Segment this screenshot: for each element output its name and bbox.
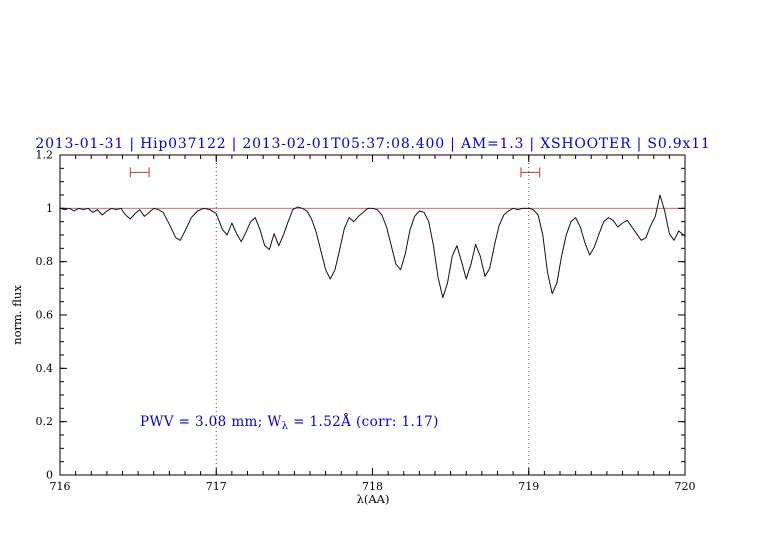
- y-tick-label: 1: [46, 202, 53, 215]
- y-tick-label: 1.2: [36, 149, 54, 162]
- wavelength-range-marker: [129, 167, 150, 178]
- y-tick-label: 0.4: [36, 362, 54, 375]
- range-markers-layer: [129, 167, 541, 178]
- y-tick-label: 0.8: [36, 255, 54, 268]
- axis-ticks-layer: [59, 154, 686, 476]
- pwv-annotation-subscript: λ: [282, 421, 289, 432]
- plot-title: 2013-01-31 | Hip037122 | 2013-02-01T05:3…: [35, 136, 710, 152]
- vertical-gridlines: [215, 155, 530, 475]
- spectrum-line: [59, 194, 686, 299]
- x-axis-label: λ(AA): [357, 492, 390, 506]
- tick-labels-layer: 716 717 718 719 720 0 0.2 0.4 0.6 0.8 1 1.2: [36, 149, 696, 494]
- y-tick-label: 0.6: [36, 309, 54, 322]
- y-tick-label: 0.2: [36, 415, 54, 428]
- x-tick-label: 720: [675, 480, 696, 493]
- spectrum-line-layer: [59, 194, 686, 299]
- x-tick-label: 719: [518, 480, 539, 493]
- y-axis-label: norm. flux: [10, 285, 24, 345]
- pwv-annotation: PWV = 3.08 mm; Wλ = 1.52Å (corr: 1.17): [140, 414, 439, 432]
- x-tick-label: 717: [206, 480, 227, 493]
- pwv-annotation-prefix: PWV = 3.08 mm; W: [140, 414, 282, 430]
- x-tick-label: 718: [362, 480, 383, 493]
- pwv-annotation-suffix: = 1.52Å (corr: 1.17): [288, 414, 438, 430]
- x-tick-label: 716: [50, 480, 71, 493]
- y-tick-label: 0: [46, 469, 53, 482]
- wavelength-range-marker: [520, 167, 541, 178]
